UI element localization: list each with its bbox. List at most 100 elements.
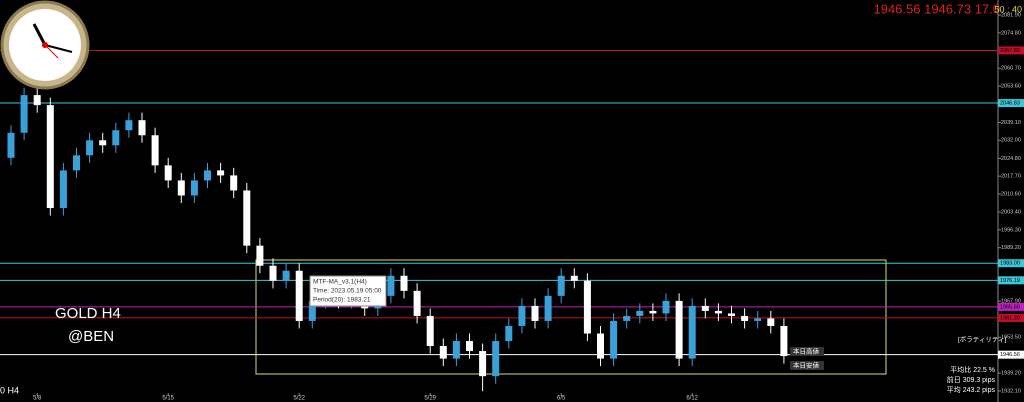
tooltip-line: MTF-MA_v3.1(H4) <box>313 279 367 286</box>
price-level-tag <box>998 276 1024 285</box>
y-tick-label: 2003.40 <box>1001 209 1021 215</box>
spread: 50 : 40 <box>994 4 1022 14</box>
price-level-label: 1946.56 <box>1000 352 1020 358</box>
y-tick-label: 2081.90 <box>1001 13 1021 19</box>
x-tick-label: 5/8 <box>33 396 42 402</box>
y-tick-label: 2032.00 <box>1001 138 1021 144</box>
candle-body <box>531 305 539 321</box>
candle-body <box>204 170 211 181</box>
candle-body <box>544 295 552 321</box>
candle-body <box>86 140 94 156</box>
low-label-box <box>790 361 824 370</box>
grid-layer: 2081.90 2074.80 2060.70 2053.60 2039.10 2032.… <box>0 13 1024 394</box>
candle-body <box>714 310 722 314</box>
candle-body <box>46 105 54 209</box>
candle-body <box>452 341 460 359</box>
low-label: 本日安値 <box>793 361 820 370</box>
candle-body <box>33 95 41 106</box>
clock-second-hand <box>44 44 59 59</box>
y-tick-label: 1989.20 <box>1001 245 1021 251</box>
tooltip: MTF-MA_v3.1(H4) Time: 2023.05.19 05:00 P… <box>309 275 387 307</box>
price-level-tag <box>998 350 1024 359</box>
price-level-label: 2046.83 <box>1000 101 1020 107</box>
y-tick-label: 2024.80 <box>1001 156 1021 162</box>
candle-body <box>741 315 749 321</box>
candle-body <box>767 318 775 326</box>
candle-body <box>7 132 15 158</box>
price-level-label: 1976.19 <box>1000 278 1020 284</box>
candle-body <box>610 320 618 359</box>
x-tick-label: 6/5 <box>557 396 566 402</box>
panel-line: 平均比 22.5 % <box>950 365 995 374</box>
price-level-tag <box>998 99 1024 108</box>
candle-body <box>518 305 526 326</box>
price-level-label: 1961.20 <box>1000 315 1020 321</box>
clock <box>0 0 90 90</box>
candle-body <box>177 180 185 196</box>
y-tick-label: 1932.10 <box>1001 388 1021 394</box>
panel-line: 前日 309.3 pips <box>947 375 996 384</box>
y-tick-label: 1939.20 <box>1001 371 1021 377</box>
panel-line: 平均 243.2 pips <box>947 385 996 394</box>
candle-body <box>151 135 159 166</box>
clock-hour-hand <box>32 23 47 46</box>
candle-body <box>701 305 709 311</box>
price-level-tag <box>998 313 1024 322</box>
y-tick-label: 1967.90 <box>1001 299 1021 305</box>
candle-body <box>675 300 683 359</box>
y-tick-label: 2010.60 <box>1001 191 1021 197</box>
price-level-label: 1983.00 <box>1000 261 1020 267</box>
clock-minute-hand <box>44 44 73 53</box>
candle-body <box>557 275 565 296</box>
x-tick-label: 5/22 <box>293 396 305 402</box>
price-level-label: 2067.80 <box>1000 48 1020 54</box>
candle-body <box>400 275 408 291</box>
candle-body <box>308 300 316 321</box>
candle-body <box>623 315 631 321</box>
candle-body <box>125 120 133 131</box>
candle-body <box>190 180 198 196</box>
candle-body <box>73 155 80 171</box>
candle-body <box>649 310 657 314</box>
candle-body <box>20 95 28 133</box>
candle-body <box>426 315 434 347</box>
price-level-tag <box>998 302 1024 311</box>
candle-body <box>282 270 290 281</box>
timeframe-label: 0 H4 <box>0 385 19 395</box>
candle-body <box>636 310 644 316</box>
high-label-box <box>790 347 824 356</box>
tooltip-box <box>309 275 387 307</box>
candle-body <box>570 275 578 281</box>
candle-body <box>59 170 67 209</box>
candle-body <box>583 280 591 334</box>
candle-body <box>688 305 696 359</box>
candle-body <box>754 318 762 321</box>
y-tick-label: 2017.70 <box>1001 174 1021 180</box>
candle-body <box>269 265 277 281</box>
price-level-label: 1965.60 <box>1000 304 1020 310</box>
y-tick-label: 2060.70 <box>1001 66 1021 72</box>
price-level-tag <box>998 46 1024 55</box>
y-tick-label: 2039.10 <box>1001 120 1021 126</box>
candle-body <box>217 170 225 176</box>
quote: 1946.56 1946.73 17.0 <box>873 1 1000 16</box>
candle-body <box>505 325 513 342</box>
y-tick-label: 1953.50 <box>1001 335 1021 341</box>
candle-body <box>295 270 303 321</box>
panel-title: [ボラティリティ] <box>958 336 1007 344</box>
author-label: @BEN <box>68 328 114 345</box>
x-tick-label: 6/12 <box>686 396 698 402</box>
candle-body <box>138 120 146 136</box>
x-tick-label: 5/29 <box>424 396 436 402</box>
candle-body <box>230 175 238 191</box>
candle-body <box>112 130 120 146</box>
y-tick-label: 2074.80 <box>1001 30 1021 36</box>
candle-body <box>662 300 670 314</box>
candle-body <box>387 275 395 296</box>
candle-body <box>413 290 421 316</box>
candle-body <box>597 333 604 359</box>
price-level-tag <box>998 259 1024 268</box>
